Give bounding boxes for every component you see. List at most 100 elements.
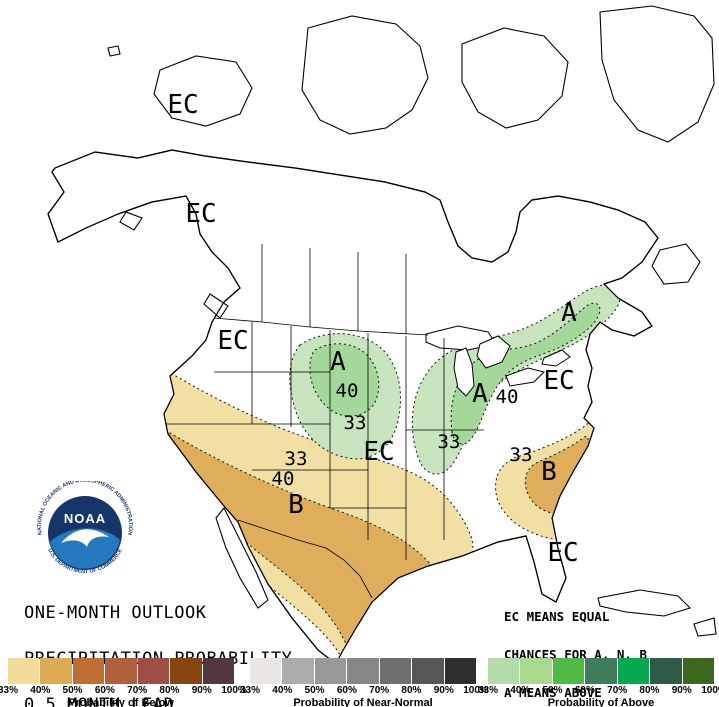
legend-swatch [105,658,137,684]
map-label-ec: EC [185,199,216,229]
vancouver-island [203,293,229,319]
lake-huron [476,335,511,369]
legend-tick-label: 50% [62,685,83,696]
map-label-ec: EC [543,366,574,396]
note-line: CHANCES FOR A, N, B [504,646,647,662]
legend-caption: Probability of Below [68,697,174,707]
cuba [597,589,692,617]
map-label-ec: EC [363,437,394,467]
legend-color-bar [250,658,476,684]
lake-ontario [541,349,571,367]
legend-tick-label: 60% [94,685,115,696]
legend-color-bar [8,658,234,684]
legend-tick-label: 80% [401,685,422,696]
legend-tick-row: 33% 40% 50% 60% 70% 80% 90% 100% [478,685,719,696]
legend-swatch [137,658,170,684]
legend-swatch [379,658,412,684]
legend-tick-label: 33% [0,685,19,696]
arctic-island [153,55,253,127]
map-label-ec: EC [547,538,578,568]
map-label-a: A [561,298,577,328]
legend-swatch [650,658,682,684]
map-label-40: 40 [336,380,359,402]
legend-swatch [40,658,72,684]
legend-swatch [552,658,585,684]
title-line: 0.5 MONTH LEAD [24,694,175,707]
legend-tick-label: 70% [369,685,390,696]
legend-tick-label: 70% [607,685,628,696]
legend-probability-of-below: 33% 40% 50% 60% 70% 80% 90% 100% Probability of … [0,658,247,707]
arctic-island [301,15,429,135]
legend-tick-label: 90% [191,685,212,696]
legend-tick-label: 33% [239,685,261,696]
legend-swatch [488,658,520,684]
legend-swatch [617,658,650,684]
map-label-a: A [472,379,488,409]
baja-peninsula [215,506,269,609]
legend-tick-label: 100% [463,685,489,696]
legend-tick-label: 90% [433,685,454,696]
map-label-33: 33 [510,444,533,466]
legend-swatch [282,658,314,684]
noaa-logo-svg: NOAA NATIONAL OCEANIC AND ATMOSPHERIC AD… [34,478,136,584]
legend-probability-of-above: 33% 40% 50% 60% 70% 80% 90% 100% Probability of … [478,658,719,707]
map-label-ec: EC [167,90,198,120]
note-line: EC MEANS EQUAL [504,609,610,625]
legend-tick-label: 80% [639,685,660,696]
map-label-33: 33 [438,431,461,453]
hispaniola [693,617,717,637]
map-label-33: 33 [344,412,367,434]
legend-swatch [444,658,476,684]
seagull-icon [61,529,109,547]
lake-erie [505,367,545,387]
state-province-borders [166,244,484,599]
logo-noaa-text: NOAA [64,511,106,526]
newfoundland [651,243,701,285]
legend-tick-label: 60% [336,685,357,696]
legend-tick-label: 40% [30,685,51,696]
legend-caption: Probability of Above [547,697,655,707]
legend-swatch [585,658,617,684]
legend-swatch [314,658,347,684]
region-above-plains-40 [309,343,380,417]
great-lakes [425,325,571,397]
map-label-b: B [288,490,304,520]
legend-tick-label: 100% [221,685,247,696]
legend-tick-label: 100% [701,685,719,696]
legend-tick-label: 33% [477,685,499,696]
legend-swatch [8,658,40,684]
title-line: ONE-MONTH OUTLOOK [24,603,207,624]
legend-tick-label: 40% [272,685,293,696]
noaa-logo: NOAA NATIONAL OCEANIC AND ATMOSPHERIC AD… [33,478,137,589]
greenland [599,5,715,143]
legend-tick-row: 33% 40% 50% 60% 70% 80% 90% 100% [0,685,247,696]
map-label-33: 33 [285,448,308,470]
legend-key-note: EC MEANS EQUAL CHANCES FOR A, N, B A MEA… [504,586,647,707]
legend-caption: Probability of Near-Normal [293,697,433,707]
legend-swatch [72,658,105,684]
map-label-40: 40 [496,386,519,408]
legend-swatch [520,658,552,684]
legend-tick-label: 80% [159,685,180,696]
legend-probability-of-near-normal: 33% 40% 50% 60% 70% 80% 90% 100% Probability of … [240,658,489,707]
islands [107,5,717,637]
legend-swatch [682,658,714,684]
legend-swatch [412,658,444,684]
map-label-40: 40 [272,468,295,490]
legend-swatch [250,658,282,684]
map-label-a: A [330,347,346,377]
note-line: A MEANS ABOVE [504,684,602,700]
kodiak-island [119,211,143,231]
lake-michigan [453,347,475,397]
legend-tick-label: 60% [574,685,595,696]
legend-tick-label: 50% [304,685,325,696]
legend-tick-label: 70% [127,685,148,696]
baffin-island [461,27,569,129]
map-label-b: B [541,457,557,487]
legend-tick-label: 90% [671,685,692,696]
legend-swatch [170,658,202,684]
legend-tick-row: 33% 40% 50% 60% 70% 80% 90% 100% [240,685,489,696]
